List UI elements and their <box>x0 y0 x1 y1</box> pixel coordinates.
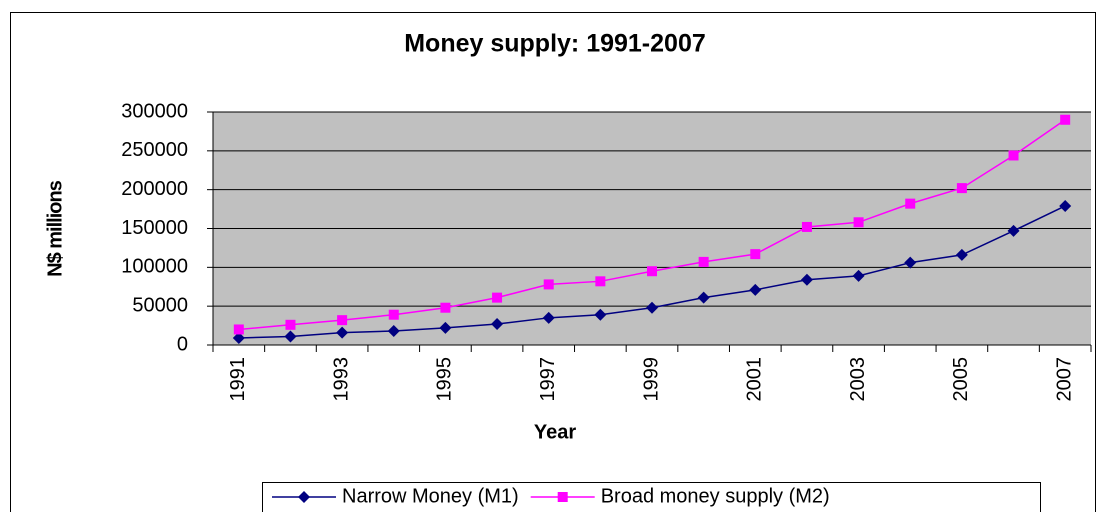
marker <box>491 318 504 331</box>
marker <box>285 319 296 330</box>
legend-label: Broad money supply (M2) <box>601 485 830 507</box>
marker <box>801 221 812 232</box>
chart-title: Money supply: 1991-2007 <box>404 30 706 58</box>
marker <box>852 269 865 282</box>
marker <box>492 292 503 303</box>
marker <box>557 492 568 502</box>
x-tick-label: 1995 <box>434 357 456 402</box>
marker <box>439 321 452 334</box>
marker <box>853 217 864 228</box>
marker <box>697 291 710 304</box>
marker <box>594 308 607 321</box>
marker <box>232 332 245 345</box>
y-tick-label: 250000 <box>121 139 188 161</box>
y-tick-label: 200000 <box>121 178 188 200</box>
legend-box <box>262 482 1041 512</box>
y-tick-label: 100000 <box>121 256 188 278</box>
y-tick-label: 0 <box>177 333 188 355</box>
y-tick-label: 50000 <box>132 294 188 316</box>
x-axis-title: Year <box>534 421 576 443</box>
marker <box>1059 199 1072 212</box>
x-tick-label: 1991 <box>227 357 249 402</box>
marker <box>387 325 400 338</box>
marker <box>233 324 244 335</box>
marker <box>749 283 762 296</box>
y-tick-label: 300000 <box>121 100 188 122</box>
x-tick-label: 1997 <box>537 357 559 402</box>
marker <box>956 183 967 194</box>
marker <box>1008 150 1019 161</box>
x-tick-label: 2007 <box>1053 357 1075 402</box>
marker <box>647 266 657 277</box>
marker <box>646 301 658 314</box>
legend-label: Narrow Money (M1) <box>342 485 519 507</box>
marker <box>284 330 297 343</box>
marker <box>1007 224 1020 237</box>
x-tick-label: 2005 <box>950 357 972 402</box>
y-tick-label: 150000 <box>121 217 188 239</box>
y-axis-title: N$ millions <box>44 180 66 277</box>
x-tick-label: 1993 <box>330 357 352 402</box>
marker <box>336 326 349 339</box>
marker <box>1060 114 1071 125</box>
x-tick-label: 2001 <box>744 357 766 402</box>
marker <box>298 491 310 503</box>
x-tick-label: 2003 <box>847 357 869 402</box>
marker <box>542 311 555 324</box>
marker <box>388 309 399 320</box>
x-tick-label: 1999 <box>640 357 662 402</box>
marker <box>955 248 968 261</box>
marker <box>800 273 813 286</box>
marker <box>904 256 917 269</box>
marker <box>440 302 451 313</box>
marker <box>337 315 348 326</box>
legend: Narrow Money (M1) Broad money supply (M2) <box>262 482 1041 512</box>
marker <box>543 279 554 290</box>
marker <box>905 198 916 209</box>
marker <box>595 276 606 287</box>
marker <box>698 256 709 267</box>
marker <box>750 249 761 260</box>
